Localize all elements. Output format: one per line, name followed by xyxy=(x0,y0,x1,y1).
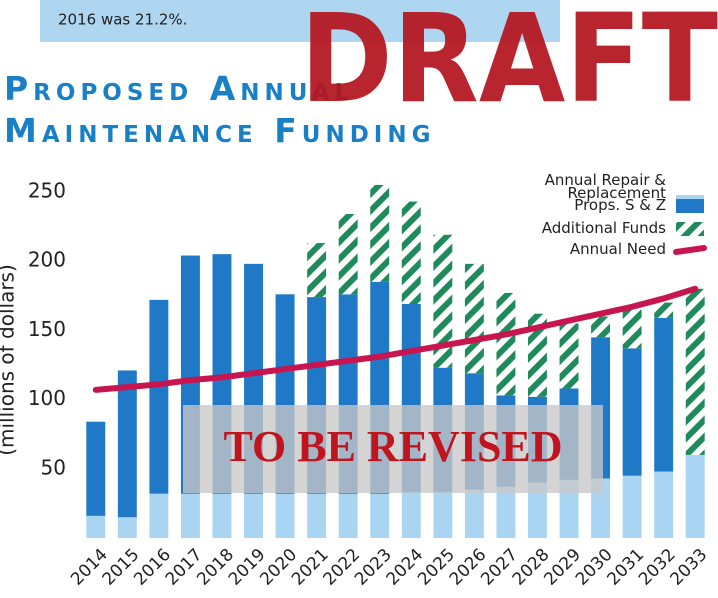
bar-segment xyxy=(370,493,390,538)
bar-segment xyxy=(86,421,106,516)
bar-segment xyxy=(307,243,327,298)
legend-swatch xyxy=(676,199,704,213)
bar-segment xyxy=(86,515,106,538)
bar-segment xyxy=(401,492,421,538)
y-tick-label: 200 xyxy=(28,248,66,272)
bar-segment xyxy=(370,184,390,282)
annotation: TO BE REVISED xyxy=(223,422,562,471)
bar-segment xyxy=(496,486,516,538)
bar-segment xyxy=(654,471,674,538)
banner: 2016 was 21.2%. xyxy=(58,11,187,29)
y-tick-label: 100 xyxy=(28,386,66,410)
bar-segment xyxy=(338,493,358,538)
legend-label: Props. S & Z xyxy=(574,196,666,214)
y-tick-label: 250 xyxy=(28,178,66,202)
annotation-box xyxy=(183,405,603,493)
bar-segment xyxy=(117,517,137,538)
legend-swatch xyxy=(676,222,704,236)
bar-segment xyxy=(654,317,674,472)
legend-label: Annual Need xyxy=(569,240,666,258)
bar-segment xyxy=(654,302,674,318)
bar-segment xyxy=(117,370,137,518)
y-axis-label: (millions of dollars) xyxy=(0,264,19,456)
bar-segment xyxy=(622,475,642,538)
bar-segment xyxy=(464,263,484,374)
bar-segment xyxy=(307,493,327,538)
bar-segment xyxy=(401,201,421,304)
bar-segment xyxy=(496,292,516,396)
bar-segment xyxy=(685,454,705,538)
legend-label: Additional Funds xyxy=(541,219,666,237)
x-tick-label: 2033 xyxy=(667,545,712,590)
legend-label: Annual Repair & Replacement xyxy=(544,171,666,202)
bar-segment xyxy=(275,493,295,538)
chart-title: Proposed Annual Maintenance Funding xyxy=(4,69,436,150)
bar-segment xyxy=(464,489,484,538)
y-tick-label: 150 xyxy=(28,317,66,341)
bar-segment xyxy=(591,478,611,538)
bar-segment xyxy=(149,299,169,494)
bar-segment xyxy=(622,309,642,349)
bar-segment xyxy=(591,316,611,338)
legend-swatch xyxy=(673,245,707,255)
bar-segment xyxy=(433,492,453,538)
bar-segment xyxy=(559,479,579,538)
bar-segment xyxy=(528,313,547,397)
banner-bg xyxy=(40,0,560,42)
bar-segment xyxy=(212,493,232,538)
bar-segment xyxy=(622,348,642,476)
need-line xyxy=(92,285,699,393)
bar-segment xyxy=(685,288,705,455)
bar-segment xyxy=(244,493,263,538)
bar-segment xyxy=(180,493,200,538)
bar-segment xyxy=(433,234,453,368)
y-tick-label: 50 xyxy=(41,455,66,479)
bar-segment xyxy=(528,482,547,538)
bar-segment xyxy=(559,323,579,389)
bar-segment xyxy=(338,214,358,295)
bar-segment xyxy=(149,493,169,538)
